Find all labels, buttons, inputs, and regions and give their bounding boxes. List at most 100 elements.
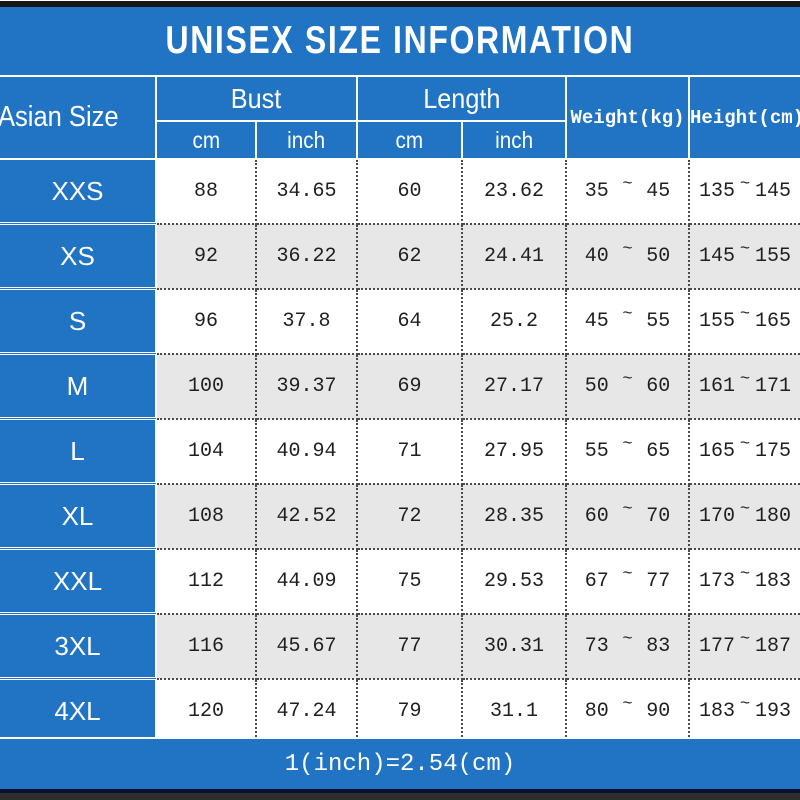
size-table: Asian Size Bust Length Weight(kg) Height…: [0, 75, 800, 737]
weight-range-cell: 50 ~60: [565, 352, 691, 420]
size-table-wrap: Asian Size Bust Length Weight(kg) Height…: [0, 75, 800, 737]
weight-range-cell: 45 ~55: [565, 287, 691, 355]
tilde-glyph: ~: [739, 629, 751, 649]
tilde-glyph: ~: [622, 174, 633, 194]
length-cm-cell: 60: [356, 158, 463, 225]
table-row: 4XL 120 47.24 79 31.1 80 ~90 183 ~193: [0, 677, 800, 737]
table-row: L 104 40.94 71 27.95 55 ~65 165 ~175: [0, 417, 800, 485]
footer-bar: 1(inch)=2.54(cm): [0, 737, 800, 789]
weight-range-cell: 67 ~77: [565, 547, 691, 615]
size-cell: XL: [0, 483, 157, 550]
size-cell: M: [0, 353, 157, 420]
height-range-cell: 145 ~155: [688, 222, 800, 290]
bust-inch-cell: 36.22: [255, 222, 358, 290]
bust-cm-cell: 112: [155, 547, 257, 615]
length-inch-cell: 31.1: [460, 677, 568, 737]
bust-inch-cell: 42.52: [255, 482, 358, 550]
bottom-border-bar: [0, 789, 800, 800]
height-range-cell: 183 ~193: [688, 677, 800, 737]
size-cell: XS: [0, 223, 157, 290]
bust-inch-cell: 45.67: [255, 612, 358, 680]
bust-inch-cell: 40.94: [255, 417, 358, 485]
tilde-glyph: ~: [622, 629, 633, 649]
title-bar: UNISEX SIZE INFORMATION: [0, 7, 800, 75]
bust-cm-cell: 88: [155, 158, 257, 225]
bust-cm-cell: 108: [155, 482, 257, 550]
size-cell: 4XL: [0, 678, 157, 737]
length-cm-cell: 62: [356, 222, 463, 290]
height-range-cell: 170 ~180: [688, 482, 800, 550]
table-row: M 100 39.37 69 27.17 50 ~60 161 ~171: [0, 352, 800, 420]
header-height: Height(cm): [688, 75, 800, 160]
bust-cm-cell: 116: [155, 612, 257, 680]
table-row: XXL 112 44.09 75 29.53 67 ~77 173 ~183: [0, 547, 800, 615]
top-border-bar: [0, 0, 800, 7]
length-cm-cell: 77: [356, 612, 463, 680]
size-cell: XXL: [0, 548, 157, 615]
length-cm-cell: 64: [356, 287, 463, 355]
tilde-glyph: ~: [739, 695, 751, 714]
size-cell: 3XL: [0, 613, 157, 680]
weight-range-cell: 40 ~50: [565, 222, 691, 290]
tilde-glyph: ~: [739, 564, 751, 584]
height-range-cell: 135 ~145: [688, 158, 800, 225]
size-cell: S: [0, 288, 157, 355]
tilde-glyph: ~: [739, 239, 751, 259]
header-asian-size: Asian Size: [0, 75, 157, 160]
bust-inch-cell: 39.37: [255, 352, 358, 420]
length-inch-cell: 28.35: [460, 482, 568, 550]
length-cm-cell: 69: [356, 352, 463, 420]
weight-range-cell: 35 ~45: [565, 158, 691, 225]
table-row: XXS 88 34.65 60 23.62 35 ~45 135 ~145: [0, 158, 800, 225]
length-inch-cell: 24.41: [460, 222, 568, 290]
page-title: UNISEX SIZE INFORMATION: [165, 19, 635, 62]
length-inch-cell: 29.53: [460, 547, 568, 615]
bust-inch-cell: 44.09: [255, 547, 358, 615]
weight-range-cell: 60 ~70: [565, 482, 691, 550]
tilde-glyph: ~: [739, 369, 751, 389]
tilde-glyph: ~: [622, 369, 633, 389]
header-row-groups: Asian Size Bust Length Weight(kg) Height…: [0, 75, 800, 160]
tilde-glyph: ~: [739, 304, 751, 324]
bust-inch-cell: 37.8: [255, 287, 358, 355]
length-inch-cell: 25.2: [460, 287, 568, 355]
length-cm-cell: 71: [356, 417, 463, 485]
tilde-glyph: ~: [622, 564, 633, 584]
tilde-glyph: ~: [622, 695, 633, 714]
height-range-cell: 177 ~187: [688, 612, 800, 680]
table-row: XS 92 36.22 62 24.41 40 ~50 145 ~155: [0, 222, 800, 290]
weight-range-cell: 80 ~90: [565, 677, 691, 737]
bust-inch-cell: 34.65: [255, 158, 358, 225]
tilde-glyph: ~: [739, 434, 751, 454]
length-inch-cell: 27.17: [460, 352, 568, 420]
tilde-glyph: ~: [739, 499, 751, 519]
table-row: XL 108 42.52 72 28.35 60 ~70 170 ~180: [0, 482, 800, 550]
bust-cm-cell: 100: [155, 352, 257, 420]
header-row-units: cm inch cm inch: [0, 120, 800, 160]
tilde-glyph: ~: [622, 304, 633, 324]
table-body: XXS 88 34.65 60 23.62 35 ~45 135 ~145 XS 9…: [0, 158, 800, 737]
bust-cm-cell: 96: [155, 287, 257, 355]
length-inch-cell: 23.62: [460, 158, 568, 225]
header-bust-cm: cm: [156, 120, 257, 160]
tilde-glyph: ~: [622, 434, 633, 454]
height-range-cell: 165 ~175: [688, 417, 800, 485]
weight-range-cell: 55 ~65: [565, 417, 691, 485]
length-inch-cell: 30.31: [460, 612, 568, 680]
header-bust-inch: inch: [255, 120, 358, 160]
bust-cm-cell: 120: [155, 677, 257, 737]
table-row: S 96 37.8 64 25.2 45 ~55 155 ~165: [0, 287, 800, 355]
header-length-cm: cm: [356, 120, 463, 160]
table-header: Asian Size Bust Length Weight(kg) Height…: [0, 75, 800, 160]
header-bust: Bust: [155, 75, 358, 122]
tilde-glyph: ~: [739, 174, 751, 194]
weight-range-cell: 73 ~83: [565, 612, 691, 680]
size-cell: XXS: [0, 159, 157, 225]
header-weight: Weight(kg): [565, 75, 691, 160]
size-cell: L: [0, 418, 157, 485]
table-row: 3XL 116 45.67 77 30.31 73 ~83 177 ~187: [0, 612, 800, 680]
length-cm-cell: 75: [356, 547, 463, 615]
header-length-inch: inch: [460, 120, 567, 160]
tilde-glyph: ~: [622, 499, 633, 519]
